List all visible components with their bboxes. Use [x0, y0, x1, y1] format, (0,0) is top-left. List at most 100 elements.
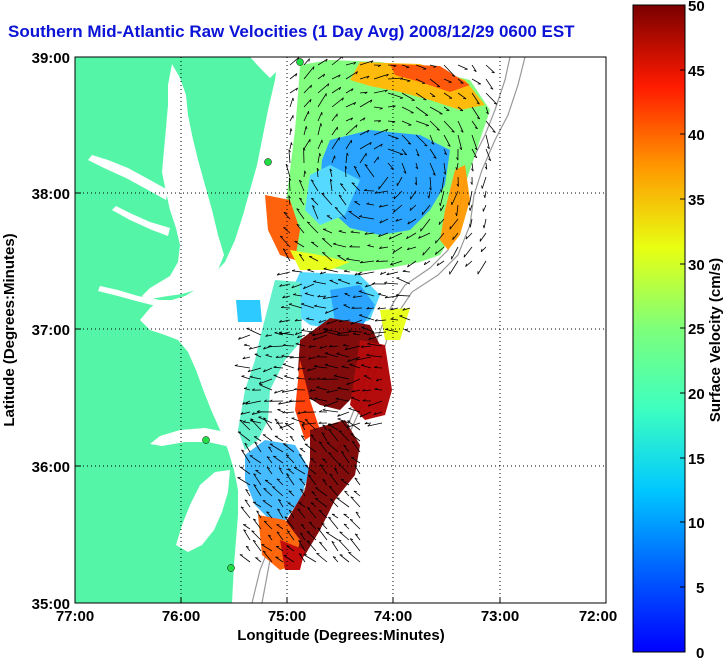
velocity-arrow: [483, 218, 487, 229]
velocity-arrow-head: [320, 123, 322, 127]
velocity-arrow: [250, 420, 262, 424]
velocity-field: [236, 60, 490, 570]
velocity-arrow-head: [392, 249, 395, 253]
velocity-arrow: [287, 468, 295, 475]
velocity-arrow-head: [291, 285, 295, 289]
velocity-arrow-head: [324, 310, 328, 314]
velocity-arrow: [288, 149, 291, 164]
velocity-arrow-head: [304, 170, 307, 174]
velocity-arrow: [284, 375, 295, 380]
velocity-arrow: [318, 441, 328, 453]
velocity-arrow: [256, 510, 262, 519]
velocity-arrow: [273, 366, 284, 369]
velocity-arrow-head: [395, 138, 399, 140]
velocity-arrow-head: [407, 80, 411, 83]
velocity-arrow-head: [254, 441, 258, 444]
velocity-arrow: [303, 138, 311, 150]
velocity-arrow: [354, 271, 363, 276]
velocity-arrow: [456, 162, 459, 171]
velocity-arrow: [429, 148, 437, 159]
velocity-arrow: [334, 207, 347, 220]
velocity-arrow: [317, 153, 321, 164]
velocity-arrow-head: [433, 66, 437, 68]
velocity-arrow-head: [283, 211, 287, 214]
velocity-arrow-head: [338, 74, 341, 78]
velocity-arrow-head: [265, 334, 269, 337]
velocity-arrow-head: [364, 91, 368, 95]
velocity-arrow-head: [443, 171, 446, 175]
velocity-arrow: [457, 78, 464, 84]
velocity-arrow: [344, 166, 347, 178]
velocity-arrow-head: [415, 166, 419, 170]
velocity-arrow-head: [240, 412, 244, 415]
velocity-arrow: [329, 345, 339, 348]
velocity-arrow: [289, 142, 292, 150]
velocity-arrow: [273, 374, 284, 380]
velocity-arrow-head: [294, 318, 298, 322]
velocity-arrow-head: [449, 226, 451, 230]
velocity-arrow-head: [251, 530, 255, 532]
velocity-arrow-head: [416, 153, 420, 157]
velocity-arrow-head: [359, 414, 363, 418]
velocity-arrow: [374, 367, 383, 369]
velocity-arrow: [336, 497, 350, 508]
velocity-arrow: [342, 345, 350, 347]
velocity-arrow-head: [288, 509, 292, 512]
velocity-arrow-head: [350, 538, 354, 541]
velocity-arrow-head: [436, 85, 440, 88]
velocity-arrow-head: [385, 128, 389, 132]
velocity-arrow-head: [316, 386, 320, 388]
y-tick-label: 37:00: [32, 322, 70, 339]
velocity-arrow-head: [308, 58, 310, 62]
velocity-arrow-head: [325, 58, 328, 62]
velocity-arrow: [345, 139, 352, 150]
velocity-arrow: [317, 112, 323, 122]
velocity-arrow: [387, 92, 404, 99]
velocity-arrow-head: [277, 508, 281, 511]
velocity-arrow-head: [447, 144, 451, 147]
velocity-arrow-head: [337, 331, 341, 334]
velocity-arrow-head: [251, 388, 255, 391]
velocity-arrow: [303, 84, 312, 94]
velocity-arrow-head: [338, 87, 342, 91]
velocity-arrow: [307, 269, 315, 273]
velocity-arrow: [351, 397, 361, 402]
velocity-arrow-head: [309, 388, 313, 392]
velocity-arrow: [317, 58, 328, 66]
velocity-arrow: [318, 319, 327, 324]
velocity-arrow: [289, 97, 294, 108]
velocity-arrow: [359, 60, 374, 66]
velocity-arrow: [276, 478, 284, 486]
velocity-arrow-head: [300, 524, 305, 526]
velocity-arrow: [283, 227, 291, 234]
velocity-arrow: [415, 120, 429, 126]
velocity-arrow-head: [432, 173, 436, 176]
velocity-arrow: [480, 246, 487, 253]
velocity-arrow-head: [288, 149, 291, 153]
velocity-arrow-head: [341, 97, 344, 101]
velocity-arrow: [347, 420, 361, 431]
velocity-arrow-head: [295, 73, 298, 77]
velocity-arrow-head: [311, 197, 315, 200]
velocity-arrow: [244, 442, 251, 453]
velocity-arrow-head: [324, 330, 328, 332]
velocity-arrow: [249, 376, 262, 380]
velocity-arrow: [409, 204, 417, 211]
velocity-arrow-head: [433, 156, 437, 159]
velocity-arrow-head: [407, 142, 412, 145]
velocity-arrow: [253, 473, 262, 486]
velocity-arrow: [367, 422, 383, 427]
velocity-arrow: [338, 194, 347, 206]
velocity-arrow: [324, 364, 339, 369]
colorbar-tick-label: 0: [696, 645, 704, 659]
velocity-arrow: [283, 212, 291, 220]
velocity-arrow-head: [477, 117, 480, 120]
velocity-arrow-head: [244, 442, 248, 446]
velocity-arrow-head: [343, 523, 348, 526]
velocity-arrow-head: [344, 347, 348, 351]
velocity-arrow-head: [304, 292, 308, 294]
velocity-arrow-head: [329, 168, 333, 172]
velocity-arrow-head: [334, 467, 338, 470]
velocity-arrow: [276, 531, 284, 541]
velocity-arrow: [301, 435, 306, 442]
